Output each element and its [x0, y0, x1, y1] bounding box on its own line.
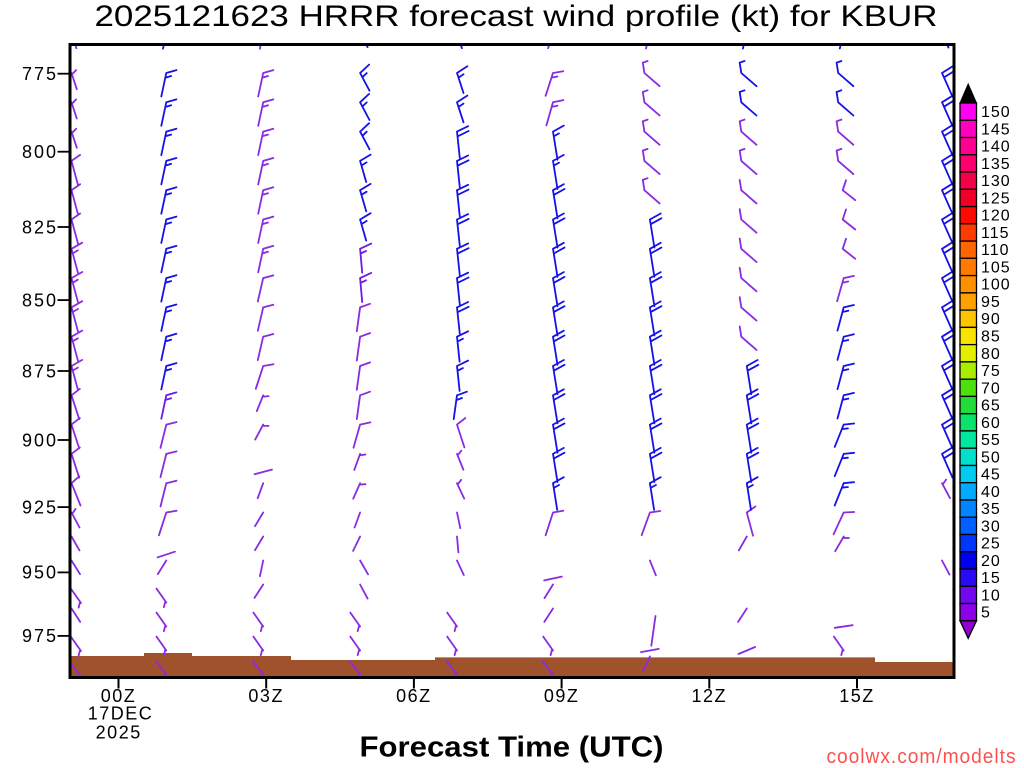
svg-text:20: 20 [981, 553, 1001, 570]
svg-text:2025: 2025 [96, 723, 142, 743]
svg-text:140: 140 [981, 139, 1011, 156]
svg-text:12Z: 12Z [692, 686, 728, 706]
svg-text:15: 15 [981, 570, 1001, 587]
svg-text:45: 45 [981, 467, 1001, 484]
svg-text:850: 850 [22, 290, 58, 310]
svg-text:100: 100 [981, 277, 1011, 294]
svg-text:95: 95 [981, 294, 1001, 311]
svg-text:coolwx.com/modelts: coolwx.com/modelts [827, 746, 1017, 768]
svg-text:40: 40 [981, 484, 1001, 501]
svg-text:65: 65 [981, 398, 1001, 415]
svg-text:105: 105 [981, 260, 1011, 277]
svg-text:06Z: 06Z [396, 686, 432, 706]
svg-text:90: 90 [981, 311, 1001, 328]
svg-text:5: 5 [981, 605, 991, 622]
svg-text:75: 75 [981, 363, 1001, 380]
svg-text:03Z: 03Z [248, 686, 284, 706]
svg-text:85: 85 [981, 329, 1001, 346]
svg-text:15Z: 15Z [839, 686, 875, 706]
svg-text:125: 125 [981, 190, 1011, 207]
svg-text:00Z: 00Z [101, 686, 137, 706]
svg-text:25: 25 [981, 536, 1001, 553]
svg-text:09Z: 09Z [544, 686, 580, 706]
svg-text:800: 800 [22, 142, 58, 162]
svg-text:110: 110 [981, 242, 1010, 259]
svg-text:120: 120 [981, 208, 1011, 225]
svg-text:55: 55 [981, 432, 1001, 449]
svg-text:975: 975 [22, 626, 58, 646]
svg-text:2025121623 HRRR forecast wind: 2025121623 HRRR forecast wind profile (k… [95, 0, 938, 33]
svg-text:775: 775 [22, 64, 58, 84]
svg-text:35: 35 [981, 501, 1001, 518]
svg-text:900: 900 [22, 430, 58, 450]
svg-text:17DEC: 17DEC [88, 704, 154, 724]
svg-text:60: 60 [981, 415, 1001, 432]
svg-text:115: 115 [981, 225, 1010, 242]
svg-text:130: 130 [981, 173, 1011, 190]
svg-text:Forecast Time (UTC): Forecast Time (UTC) [360, 732, 664, 764]
svg-text:950: 950 [22, 563, 58, 583]
svg-text:925: 925 [22, 497, 58, 517]
svg-text:145: 145 [981, 121, 1011, 138]
svg-text:150: 150 [981, 104, 1011, 121]
svg-text:50: 50 [981, 449, 1001, 466]
svg-text:10: 10 [981, 587, 1001, 604]
svg-text:825: 825 [22, 217, 58, 237]
svg-text:70: 70 [981, 380, 1001, 397]
svg-text:80: 80 [981, 346, 1001, 363]
svg-text:135: 135 [981, 156, 1011, 173]
svg-text:30: 30 [981, 518, 1001, 535]
svg-text:875: 875 [22, 361, 58, 381]
